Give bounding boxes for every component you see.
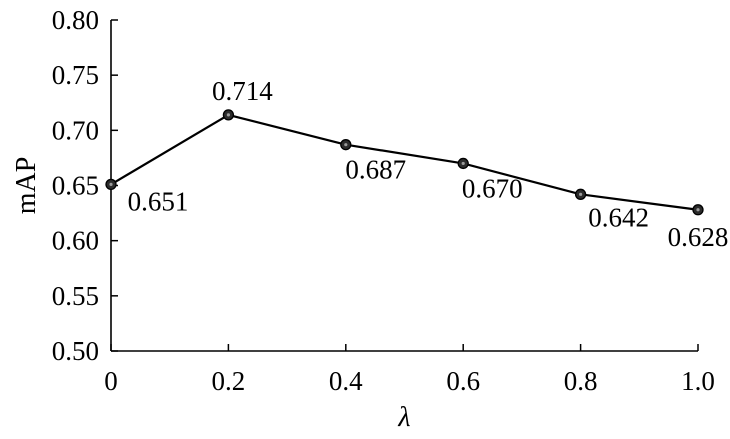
data-label: 0.687 bbox=[345, 155, 406, 185]
data-point-highlight bbox=[579, 192, 583, 196]
data-label: 0.628 bbox=[668, 222, 729, 252]
y-ticks: 0.50 0.55 0.60 0.65 0.70 0.75 0.80 bbox=[52, 5, 118, 366]
data-labels: 0.651 0.714 0.687 0.670 0.642 0.628 bbox=[128, 76, 729, 252]
series-line bbox=[110, 113, 699, 211]
data-points bbox=[105, 109, 704, 216]
x-tick-label: 0.4 bbox=[329, 366, 363, 396]
data-point-highlight bbox=[226, 113, 230, 117]
y-tick-label: 0.65 bbox=[52, 171, 99, 201]
x-tick-label: 1.0 bbox=[681, 366, 715, 396]
y-tick-label: 0.60 bbox=[52, 226, 99, 256]
x-ticks: 0 0.2 0.4 0.6 0.8 1.0 bbox=[104, 344, 715, 396]
y-tick-label: 0.80 bbox=[52, 5, 99, 35]
y-tick-label: 0.75 bbox=[52, 60, 99, 90]
x-tick-label: 0.6 bbox=[446, 366, 480, 396]
y-tick-label: 0.55 bbox=[52, 281, 99, 311]
data-point-highlight bbox=[696, 208, 700, 212]
y-axis-label: mAP bbox=[11, 157, 42, 215]
x-axis-label: λ bbox=[397, 402, 410, 433]
data-point-highlight bbox=[344, 143, 348, 147]
data-label: 0.670 bbox=[462, 173, 523, 203]
data-label: 0.651 bbox=[128, 186, 189, 216]
x-tick-label: 0.8 bbox=[564, 366, 598, 396]
x-tick-label: 0 bbox=[104, 366, 118, 396]
data-point-highlight bbox=[461, 161, 465, 166]
data-label: 0.714 bbox=[212, 76, 273, 106]
x-tick-label: 0.2 bbox=[212, 366, 246, 396]
data-point-highlight bbox=[109, 182, 113, 186]
y-tick-label: 0.50 bbox=[52, 336, 99, 366]
axes bbox=[110, 20, 698, 352]
data-label: 0.642 bbox=[588, 202, 649, 232]
y-tick-label: 0.70 bbox=[52, 115, 99, 145]
